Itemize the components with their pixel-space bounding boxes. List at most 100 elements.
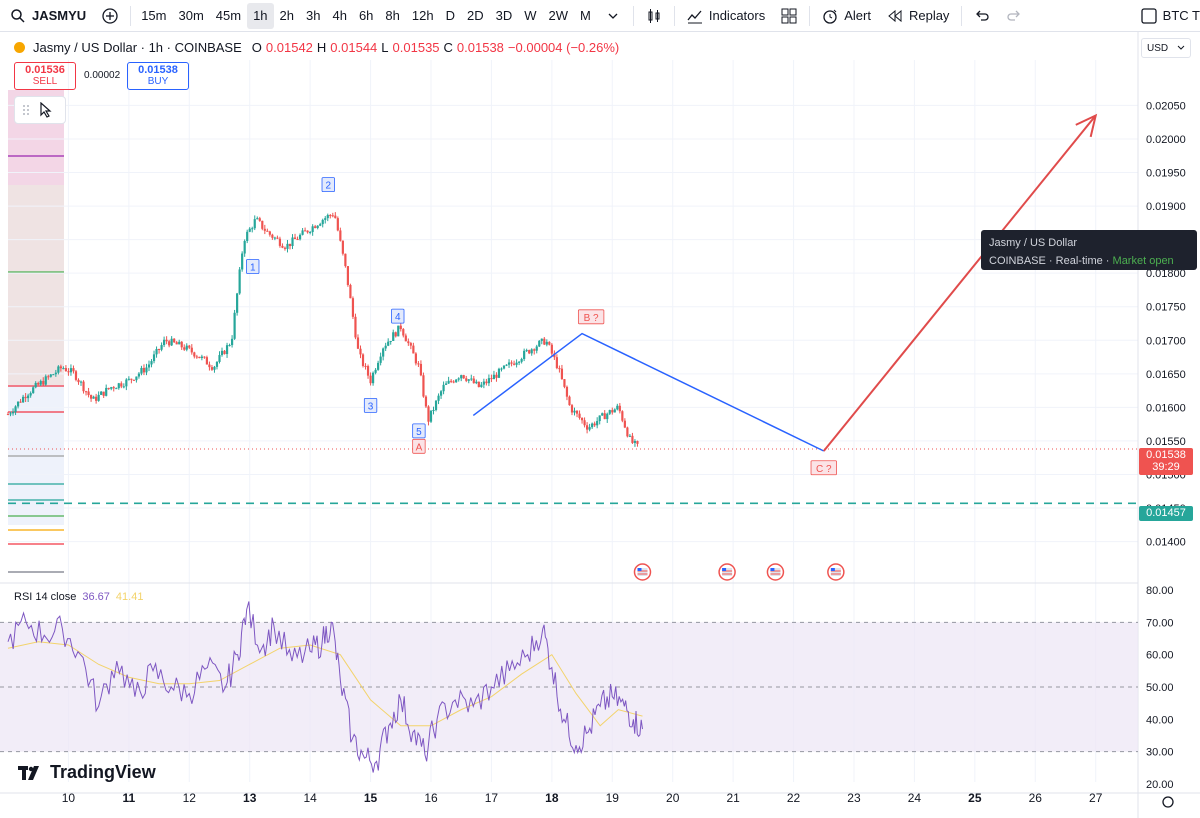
alert-button[interactable]: Alert [814, 3, 879, 29]
top-toolbar: JASMYU 15m 30m 45m 1h 2h 3h 4h 6h 8h 12h D 2D 3D W 2W M… [0, 0, 1200, 32]
timeframe-1h[interactable]: 1h [247, 2, 274, 29]
flag-field [637, 568, 648, 576]
rsi-line [7, 601, 643, 773]
candle-body [215, 361, 219, 367]
timeframe-dropdown[interactable] [597, 3, 629, 29]
watchlist-symbol[interactable]: BTC T [1133, 3, 1200, 29]
timeframe-2d[interactable]: 2D [466, 8, 484, 23]
candle-body [354, 316, 357, 338]
candle-body [195, 356, 198, 358]
timeframe-6h[interactable]: 6h [358, 8, 374, 23]
timeframe-list: 15m 30m 45m 1h 2h 3h 4h 6h 8h 12h D 2D 3D W 2W M [135, 0, 597, 31]
candle-body [288, 243, 292, 247]
sell-label: SELL [32, 76, 58, 87]
timeframe-3d[interactable]: 3D [495, 8, 513, 23]
candle-body [198, 356, 201, 359]
timeframe-45m[interactable]: 45m [215, 8, 242, 23]
candle-body [429, 410, 433, 422]
redo-button[interactable] [998, 3, 1030, 29]
candle-body [298, 234, 302, 240]
indicators-button[interactable]: Indicators [679, 3, 773, 29]
profile-zone-blue [8, 385, 64, 525]
grid-icon [781, 8, 797, 23]
rsi-tick-label: 70.00 [1146, 617, 1174, 629]
flag-canton [830, 568, 835, 571]
candle-body [208, 364, 211, 368]
last-price-tag: 0.01538 39:29 [1139, 448, 1193, 475]
support-price-value: 0.01457 [1146, 507, 1186, 519]
timeframe-2w[interactable]: 2W [548, 8, 569, 23]
candle-body [568, 396, 571, 406]
candle-body [485, 381, 488, 384]
templates-button[interactable] [773, 3, 805, 29]
rsi-label: RSI 14 close [14, 591, 77, 603]
tradingview-logo[interactable]: TradingView [18, 762, 156, 783]
chart-type-button[interactable] [638, 3, 670, 29]
candle-body [507, 362, 511, 365]
candle-body [382, 348, 385, 357]
candle-body [266, 230, 269, 232]
timeframe-d[interactable]: D [445, 8, 455, 23]
wave-label-text: C ? [816, 464, 832, 475]
candle-body [439, 391, 443, 396]
compare-button[interactable] [94, 3, 126, 29]
candle-body [525, 350, 528, 352]
candle-body [434, 400, 438, 410]
timeframe-3h[interactable]: 3h [306, 8, 321, 23]
timeframe-8h[interactable]: 8h [385, 8, 400, 23]
candle-body [424, 396, 428, 407]
candle-body [490, 378, 493, 380]
candle-body [296, 239, 299, 241]
candle-body [603, 413, 606, 420]
candle-body [336, 218, 339, 231]
candle-body [145, 367, 148, 373]
sell-button[interactable]: 0.01536 SELL [14, 62, 76, 90]
timeframe-12h[interactable]: 12h [411, 8, 434, 23]
spread-value: 0.00002 [84, 70, 121, 81]
candle-body [22, 396, 25, 403]
timeframe-m[interactable]: M [580, 8, 591, 23]
candle-body [331, 215, 334, 217]
separator [809, 5, 811, 26]
candle-body [100, 391, 103, 395]
currency-selector[interactable]: USD [1141, 38, 1191, 58]
candle-body [387, 341, 390, 346]
candle-body [82, 381, 85, 392]
chart-canvas[interactable]: 0.020500.020000.019500.019000.018500.018… [0, 32, 1200, 818]
candle-body [618, 405, 621, 412]
symbol-tooltip: Jasmy / US Dollar COINBASE · Real-time ·… [981, 230, 1197, 270]
replay-button[interactable]: Replay [879, 3, 957, 29]
candle-body [366, 366, 370, 376]
economic-event-flag-icon [766, 563, 785, 581]
timeframe-2h[interactable]: 2h [279, 8, 295, 23]
candle-body [374, 369, 377, 373]
drag-handle-icon[interactable] [21, 103, 31, 117]
candle-body [447, 380, 450, 384]
cursor-arrow-icon[interactable] [39, 102, 53, 118]
candle-body [427, 406, 430, 422]
candle-body [596, 421, 599, 426]
candle-body [402, 329, 405, 336]
candle-body [512, 363, 516, 365]
undo-button[interactable] [966, 3, 998, 29]
wave-label-text: 5 [416, 427, 422, 438]
timeframe-15m[interactable]: 15m [141, 8, 167, 23]
wave-path-line [472, 332, 825, 452]
buy-button[interactable]: 0.01538 BUY [127, 62, 189, 90]
candle-body [414, 353, 417, 364]
candle-body [77, 379, 80, 383]
timeframe-30m[interactable]: 30m [178, 8, 204, 23]
candle-body [271, 234, 274, 238]
candle-body [135, 376, 138, 381]
candle-body [92, 396, 95, 399]
tradingview-logo-icon [18, 765, 39, 780]
symbol-search[interactable]: JASMYU [0, 0, 94, 31]
timeframe-4h[interactable]: 4h [332, 8, 347, 23]
candle-body [130, 378, 133, 380]
candle-body [523, 350, 526, 359]
candle-body [301, 230, 304, 235]
candle-body [228, 345, 231, 347]
timeframe-w[interactable]: W [524, 8, 537, 23]
candle-body [309, 232, 312, 234]
candle-body [142, 367, 146, 373]
